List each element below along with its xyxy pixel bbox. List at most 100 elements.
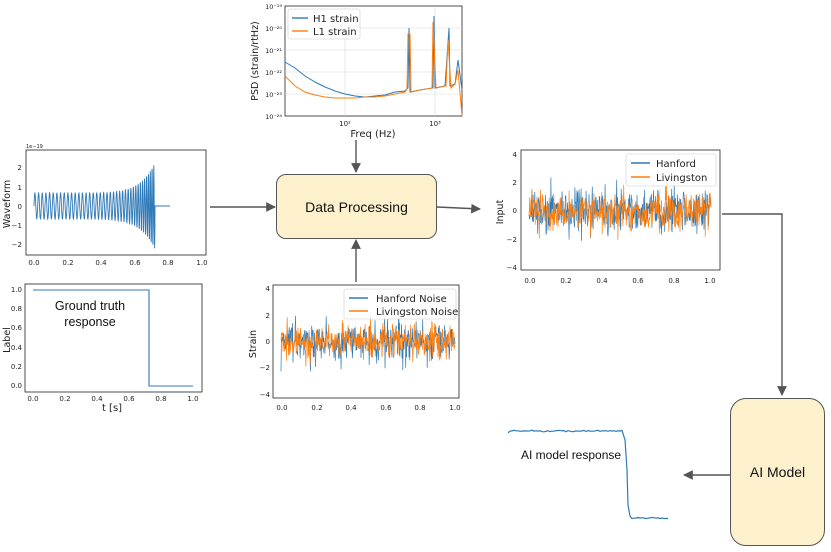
noise-legend-livingston: Livingston Noise [376,307,458,318]
psd-ytick: 10⁻²¹ [265,47,282,55]
strain-noise-chart: Hanford Noise Livingston Noise 4 2 0 −2 … [248,284,461,412]
waveform-xtick: 0.8 [162,259,173,267]
input-xtick: 0.6 [632,277,644,285]
label-chart: 1.0 0.8 0.6 0.4 0.2 0.0 0.0 0.2 0.4 0.6 … [2,283,203,414]
psd-legend: H1 strain L1 strain [287,8,361,40]
waveform-y-ticks: 2 1 0 −1 −2 [12,164,22,249]
label-ylabel: Label [2,327,13,353]
ai-model-response-label: AI model response [521,448,622,462]
psd-xtick: 10² [339,120,351,128]
noise-legend-hanford: Hanford Noise [376,294,447,305]
waveform-ytick: 2 [18,164,22,172]
noise-xtick: 0.4 [345,404,357,412]
psd-series-l1 [284,21,463,117]
waveform-chart: 1e−19 2 1 0 −1 −2 0.0 0.2 0.4 0.6 0.8 1.… [2,144,208,267]
label-ytick: 0.8 [11,305,22,313]
data-processing-box: Data Processing [276,174,437,239]
label-y-ticks: 1.0 0.8 0.6 0.4 0.2 0.0 [11,286,23,390]
waveform-xtick: 0.2 [62,259,73,267]
input-ylabel: Input [495,199,506,224]
input-chart: Hanford Livingston 4 2 0 −2 −4 0.0 0.2 0… [495,149,721,285]
noise-ytick: −2 [260,364,270,372]
label-ytick: 0.6 [11,324,23,332]
data-processing-label: Data Processing [305,198,408,215]
input-ytick: −4 [507,264,518,272]
label-ytick: 0.2 [11,363,22,371]
psd-ytick: 10⁻²⁴ [265,113,282,121]
psd-legend-h1: H1 strain [313,14,359,25]
noise-ytick: 0 [266,338,270,346]
noise-ylabel: Strain [248,330,259,358]
label-ytick: 0.4 [11,344,23,352]
connectors [210,140,787,480]
input-legend-hanford: Hanford [656,159,696,170]
input-legend: Hanford Livingston [625,153,717,187]
input-xtick: 0.0 [524,277,535,285]
psd-ylabel: PSD (strain/rtHz) [250,21,261,101]
psd-ytick: 10⁻²² [265,69,282,77]
input-legend-livingston: Livingston [656,173,707,184]
label-series [33,289,193,387]
input-ytick: −2 [507,236,517,244]
psd-ytick: 10⁻¹⁹ [265,3,282,11]
psd-ytick: 10⁻²³ [265,91,282,99]
waveform-xtick: 0.4 [95,259,107,267]
psd-legend-l1: L1 strain [313,27,357,38]
label-plot-area [24,283,203,393]
noise-xtick: 1.0 [449,404,460,412]
noise-x-ticks: 0.0 0.2 0.4 0.6 0.8 1.0 [276,404,460,412]
waveform-offset-label: 1e−19 [26,144,43,150]
waveform-ytick: −1 [12,222,22,230]
noise-xtick: 0.2 [311,404,322,412]
label-xtick: 0.6 [123,395,135,403]
ai-model-label: AI Model [749,464,806,480]
label-ytick: 1.0 [11,286,22,294]
waveform-xtick: 1.0 [196,259,207,267]
label-xtick: 0.0 [27,395,38,403]
waveform-ytick: −2 [12,241,22,249]
input-y-ticks: 4 2 0 −2 −4 [507,151,518,272]
ground-truth-line-2: response [64,315,116,329]
psd-chart: H1 strain L1 strain 10⁻¹⁹ 10⁻²⁰ 10⁻²¹ 10… [250,3,463,140]
input-xtick: 0.4 [596,277,608,285]
input-x-ticks: 0.0 0.2 0.4 0.6 0.8 1.0 [524,277,715,285]
label-xtick: 0.4 [91,395,103,403]
label-xtick: 1.0 [187,395,198,403]
waveform-x-ticks: 0.0 0.2 0.4 0.6 0.8 1.0 [28,259,207,267]
psd-xtick: 10³ [429,120,441,128]
waveform-xtick: 0.6 [129,259,141,267]
ai-model-response-curve [507,429,669,520]
noise-series-livingston [280,313,456,367]
input-xtick: 0.2 [560,277,571,285]
psd-xlabel: Freq (Hz) [350,129,395,140]
noise-ytick: 2 [266,312,270,320]
ai-model-box: AI Model [730,398,825,546]
psd-y-ticks: 10⁻¹⁹ 10⁻²⁰ 10⁻²¹ 10⁻²² 10⁻²³ 10⁻²⁴ [265,3,282,121]
input-ytick: 0 [513,207,517,215]
label-xtick: 0.2 [59,395,70,403]
arrow-processing-to-input [436,203,481,214]
noise-xtick: 0.0 [276,404,287,412]
input-xtick: 0.8 [668,277,679,285]
noise-ytick: −4 [260,391,271,399]
waveform-ytick: 1 [18,184,22,192]
input-ytick: 4 [513,151,518,159]
waveform-xtick: 0.0 [28,259,39,267]
noise-y-ticks: 4 2 0 −2 −4 [260,285,271,399]
noise-xtick: 0.6 [380,404,392,412]
waveform-ytick: 0 [18,203,22,211]
noise-xtick: 0.8 [414,404,425,412]
input-xtick: 1.0 [704,277,715,285]
input-series-livingston [528,183,712,240]
waveform-series [33,165,170,249]
ground-truth-label: Ground truth response [40,298,140,330]
psd-x-ticks: 10² 10³ [339,120,441,128]
label-xtick: 0.8 [155,395,166,403]
ground-truth-line-1: Ground truth [54,299,126,313]
label-x-ticks: 0.0 0.2 0.4 0.6 0.8 1.0 [27,395,198,403]
input-ytick: 2 [513,179,517,187]
psd-ytick: 10⁻²⁰ [265,25,282,33]
noise-legend: Hanford Noise Livingston Noise [343,288,458,320]
noise-ytick: 4 [266,285,271,293]
